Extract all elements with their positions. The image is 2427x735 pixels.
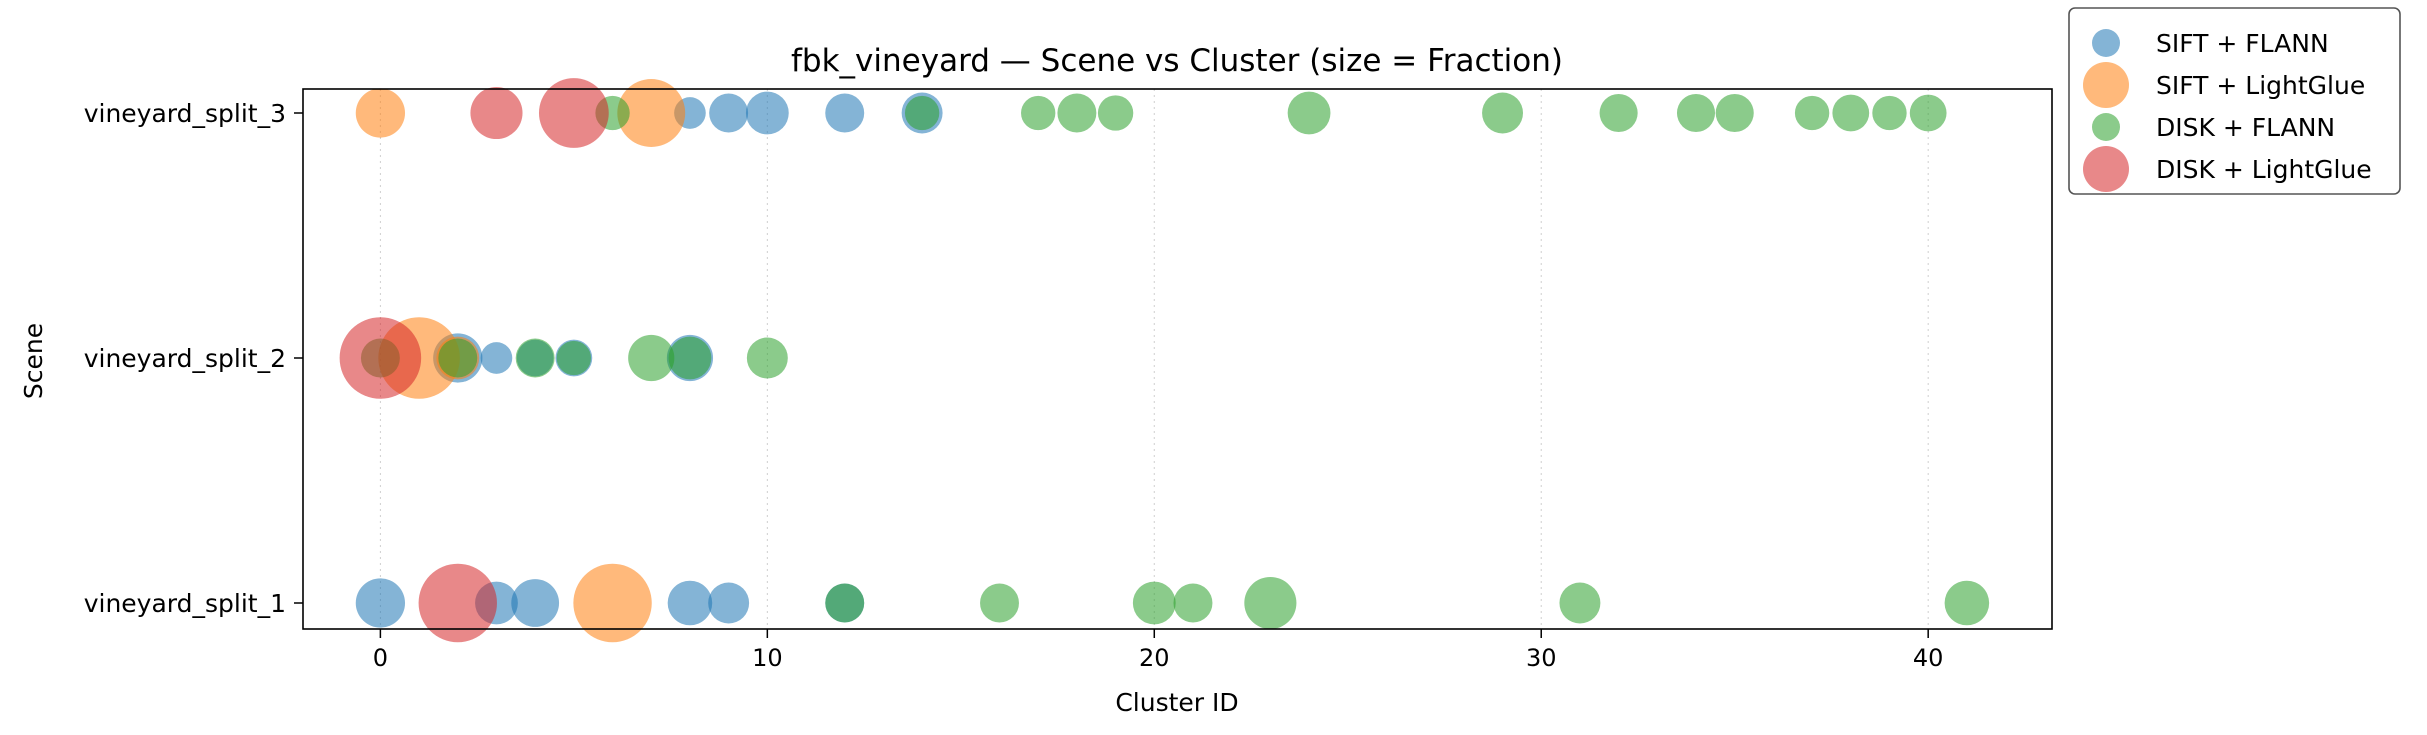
data-point [511, 579, 560, 627]
data-point [418, 563, 497, 643]
data-point [1715, 93, 1754, 133]
y-tick-label: vineyard_split_2 [84, 344, 286, 373]
x-tick-label: 30 [1526, 644, 1557, 672]
y-tick-label: vineyard_split_1 [84, 589, 286, 618]
data-point [1021, 95, 1056, 131]
legend-marker [2092, 29, 2120, 57]
legend-label: DISK + FLANN [2156, 113, 2335, 142]
data-point [668, 336, 712, 380]
data-point [708, 582, 750, 624]
data-point [480, 342, 513, 374]
data-point [1132, 581, 1176, 625]
legend: SIFT + FLANN SIFT + LightGlue DISK + FLANN… [2068, 7, 2401, 195]
data-point [825, 583, 865, 623]
data-point [709, 93, 749, 133]
data-point [1057, 93, 1097, 133]
data-point [355, 578, 406, 628]
data-point [1287, 91, 1331, 135]
legend-marker [2083, 146, 2129, 192]
data-point [980, 583, 1019, 623]
x-tick-label: 10 [752, 644, 783, 672]
data-point [628, 334, 675, 382]
data-point [1482, 92, 1524, 134]
data-point [515, 338, 555, 378]
data-point [470, 86, 523, 140]
x-tick-label: 0 [373, 644, 388, 672]
data-point [538, 78, 609, 148]
legend-label: DISK + LightGlue [2156, 155, 2372, 184]
data-point [825, 93, 865, 133]
data-point [1944, 580, 1990, 626]
data-point [1676, 93, 1716, 133]
data-point [355, 88, 406, 138]
data-point [339, 317, 422, 399]
data-point [746, 337, 788, 379]
data-point [1599, 93, 1638, 133]
plot-frame [302, 88, 2053, 630]
y-axis: vineyard_split_1 vineyard_split_2 vineyard… [84, 99, 303, 618]
x-axis-label: Cluster ID [1115, 688, 1238, 717]
data-point [1559, 582, 1601, 624]
data-point [1832, 94, 1870, 132]
data-point [573, 563, 652, 643]
data-point [1909, 94, 1947, 132]
data-point [438, 338, 478, 378]
data-point [1173, 583, 1213, 623]
data-point [904, 95, 940, 131]
x-tick-label: 40 [1913, 644, 1944, 672]
series-2 [360, 91, 1990, 630]
legend-label: SIFT + FLANN [2156, 29, 2329, 58]
y-tick-label: vineyard_split_3 [84, 99, 286, 128]
data-point [1244, 576, 1297, 630]
x-axis: 0 10 20 30 40 [373, 629, 1944, 672]
data-point [617, 79, 686, 147]
data-point [556, 340, 592, 376]
data-points [339, 78, 1990, 643]
data-point [1097, 95, 1134, 131]
data-point [667, 580, 713, 626]
data-point [745, 91, 789, 135]
chart-title: fbk_vineyard — Scene vs Cluster (size = … [791, 43, 1563, 79]
legend-label: SIFT + LightGlue [2156, 71, 2365, 100]
data-point [1872, 95, 1907, 131]
legend-marker [2083, 62, 2129, 108]
series-3 [339, 78, 609, 643]
x-tick-label: 20 [1139, 644, 1170, 672]
y-axis-label: Scene [19, 323, 48, 399]
legend-frame [2068, 7, 2401, 195]
data-point [1794, 95, 1830, 131]
legend-marker [2092, 113, 2120, 141]
